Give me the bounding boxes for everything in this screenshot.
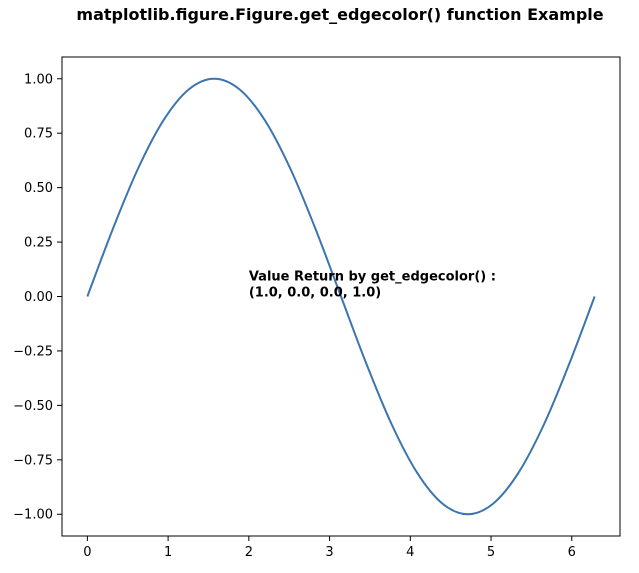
series-line [86, 77, 596, 516]
y-tick-label: −1.00 [13, 508, 53, 523]
x-tick-label: 0 [83, 545, 91, 560]
y-tick-label: 0.00 [24, 290, 53, 305]
x-tick-label: 1 [164, 545, 172, 560]
y-tick-label: −0.25 [13, 344, 53, 359]
y-tick-label: 1.00 [24, 72, 53, 87]
y-tick-label: 0.50 [24, 181, 53, 196]
chart-title: matplotlib.figure.Figure.get_edgecolor()… [76, 5, 603, 24]
y-tick-label: −0.75 [13, 453, 53, 468]
y-tick-label: 0.75 [24, 127, 53, 142]
x-tick-label: 4 [406, 545, 414, 560]
y-axis: 1.00 0.75 0.50 0.25 0.00 −0.25 −0.50 −0.75 −1.00 [13, 72, 62, 523]
y-tick-label: −0.50 [13, 399, 53, 414]
x-tick-label: 3 [325, 545, 333, 560]
annotation-text: Value Return by get_edgecolor() : (1.0, … [249, 270, 501, 301]
x-tick-label: 5 [487, 545, 495, 560]
series-group [86, 77, 596, 516]
x-tick-label: 2 [245, 545, 253, 560]
y-tick-label: 0.25 [24, 236, 53, 251]
x-axis: 0 1 2 3 4 5 6 [83, 536, 576, 560]
x-tick-label: 6 [568, 545, 576, 560]
annotation-line: (1.0, 0.0, 0.0, 1.0) [249, 286, 381, 301]
annotation-line: Value Return by get_edgecolor() : [249, 270, 496, 285]
